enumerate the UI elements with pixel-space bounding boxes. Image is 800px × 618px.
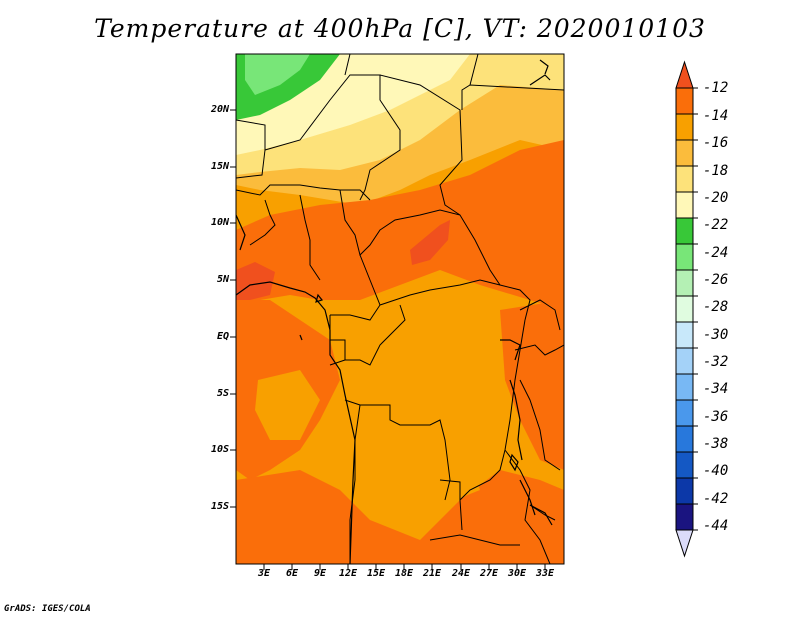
lat-label-5n: 5N (216, 274, 229, 285)
colorbar-swatch (675, 60, 694, 89)
lon-label-24e: 24E (451, 568, 471, 579)
colorbar-label: -12 (703, 80, 729, 96)
lon-label-6e: 6E (285, 568, 299, 579)
colorbar-swatch (675, 139, 694, 167)
colorbar-swatch (675, 269, 694, 297)
colorbar-swatch (675, 191, 694, 219)
colorbar-label: -38 (703, 436, 729, 452)
lat-label-15s: 15S (210, 501, 229, 512)
colorbar-swatch (675, 321, 694, 349)
colorbar-swatch (675, 165, 694, 193)
map-frame (235, 53, 565, 565)
colorbar-swatch (675, 243, 694, 271)
colorbar-label: -40 (703, 463, 729, 479)
colorbar-swatch (675, 295, 694, 323)
colorbar-swatch (675, 529, 694, 558)
colorbar-swatch (675, 399, 694, 427)
coastlines (236, 59, 553, 564)
colorbar-label: -36 (703, 409, 729, 425)
lon-label-9e: 9E (313, 568, 327, 579)
colorbar-swatch (675, 347, 694, 375)
colorbar-label: -20 (703, 190, 729, 206)
lon-label-3e: 3E (257, 568, 271, 579)
lon-label-30e: 30E (507, 568, 527, 579)
lat-label-5s: 5S (216, 388, 229, 399)
colorbar-label: -14 (703, 108, 729, 124)
colorbar-swatch (675, 87, 694, 115)
map-title: Temperature at 400hPa [C], VT: 202001010… (94, 14, 706, 43)
colorbar-label: -44 (703, 518, 729, 534)
colorbar-swatch (675, 477, 694, 505)
lat-label-20n: 20N (210, 104, 229, 115)
lon-label-18e: 18E (394, 568, 414, 579)
axis-ticks (230, 109, 546, 570)
colorbar-swatch (675, 113, 694, 141)
lon-label-21e: 21E (422, 568, 442, 579)
colorbar-label: -26 (703, 272, 729, 288)
lon-label-33e: 33E (535, 568, 555, 579)
lon-label-12e: 12E (338, 568, 358, 579)
colorbar-label: -34 (703, 381, 729, 397)
lat-label-10n: 10N (210, 217, 229, 228)
lat-label-eq: EQ (216, 331, 229, 342)
colorbar-label: -16 (703, 135, 729, 151)
colorbar-label: -22 (703, 217, 729, 233)
colorbar-swatch (675, 503, 694, 531)
colorbar-swatch (675, 425, 694, 453)
lon-label-15e: 15E (366, 568, 386, 579)
lat-label-10s: 10S (210, 444, 229, 455)
colorbar-swatch (675, 373, 694, 401)
grads-credit: GrADS: IGES/COLA (4, 604, 91, 614)
colorbar-swatch (675, 217, 694, 245)
colorbar-label: -30 (703, 327, 729, 343)
lat-label-15n: 15N (210, 161, 229, 172)
colorbar-label: -18 (703, 163, 729, 179)
lon-label-27e: 27E (479, 568, 499, 579)
colorbar-label: -42 (703, 491, 729, 507)
colorbar-swatch (675, 451, 694, 479)
colorbar (675, 60, 698, 558)
colorbar-label: -32 (703, 354, 729, 370)
temperature-field (236, 54, 564, 564)
colorbar-label: -24 (703, 245, 729, 261)
colorbar-label: -28 (703, 299, 729, 315)
